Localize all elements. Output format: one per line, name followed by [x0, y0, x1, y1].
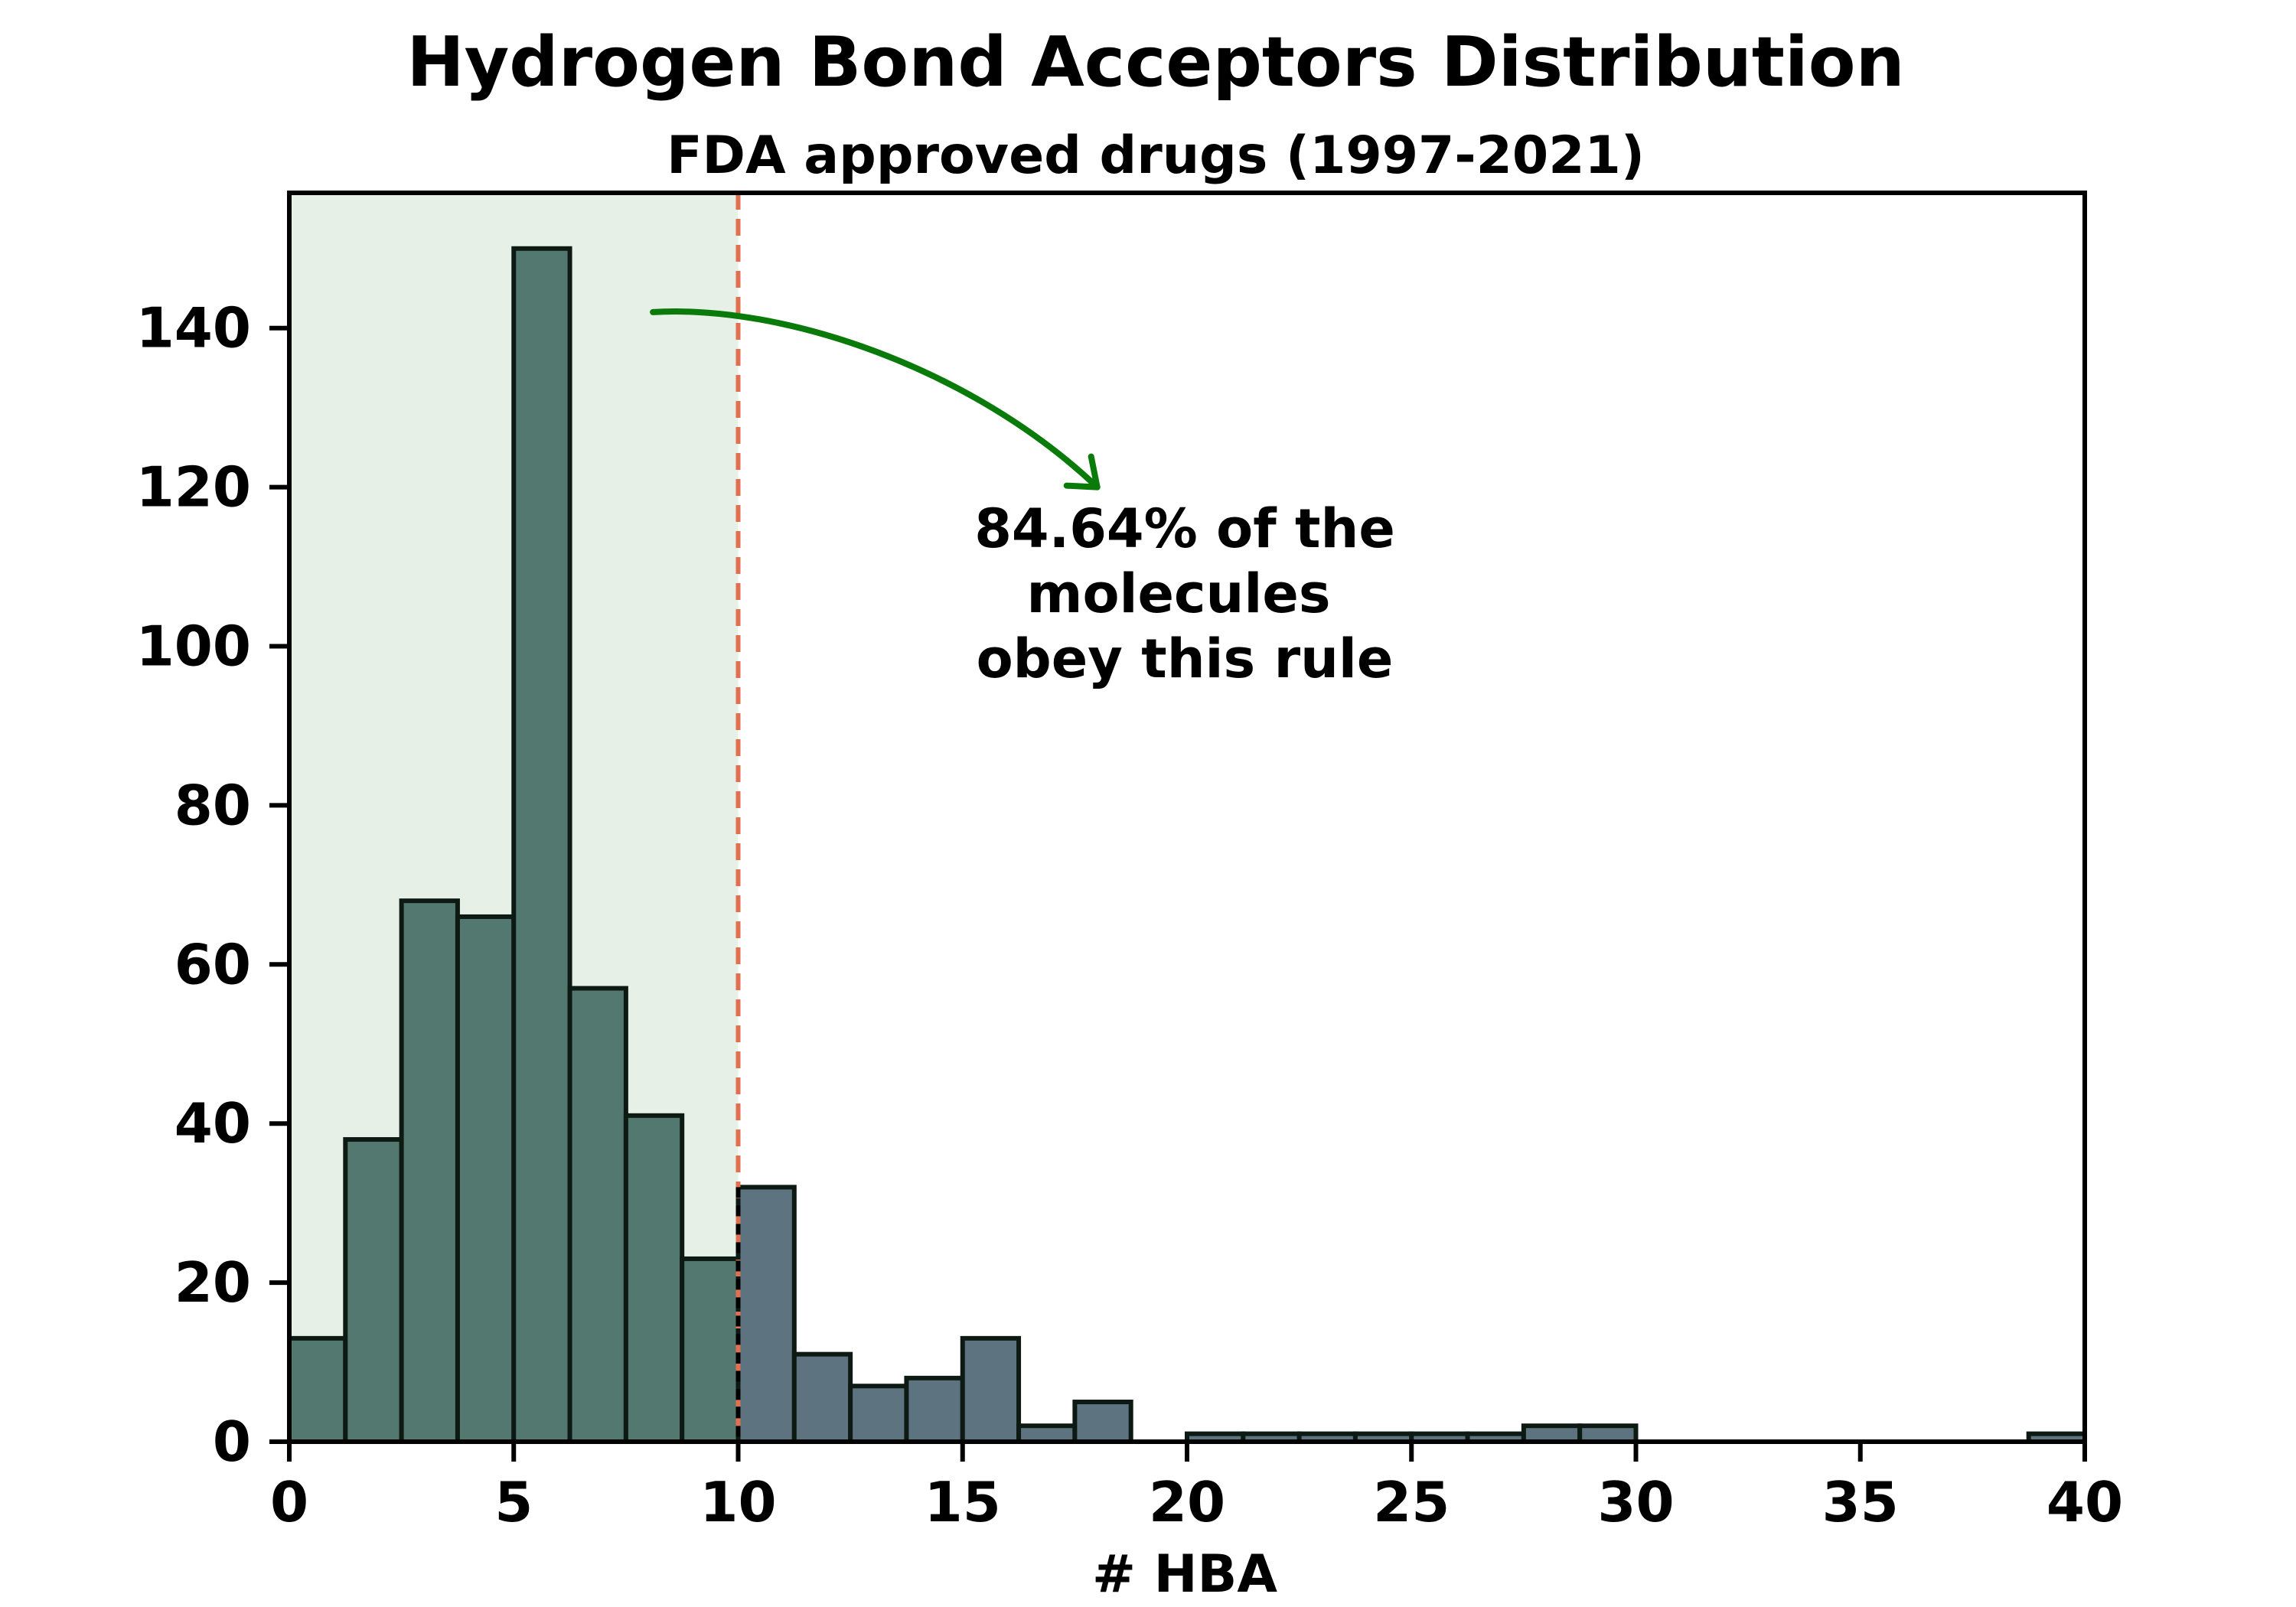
chart-title: Hydrogen Bond Acceptors Distribution: [406, 22, 1904, 103]
y-tick-label: 60: [174, 932, 251, 996]
y-tick-label: 80: [174, 773, 251, 837]
histogram-bar: [623, 1113, 685, 1445]
annotation-line-3: obey this rule: [977, 627, 1394, 690]
histogram-bar: [904, 1375, 965, 1445]
y-tick-label: 40: [174, 1091, 251, 1156]
x-tick-label: 35: [1822, 1470, 1899, 1534]
x-tick-label: 40: [2047, 1470, 2123, 1534]
histogram-bar: [680, 1256, 741, 1445]
histogram-bar: [735, 1185, 797, 1444]
y-tick-label: 0: [213, 1410, 251, 1474]
x-tick-label: 0: [270, 1470, 308, 1534]
histogram-bar: [848, 1384, 909, 1445]
histogram-bar: [399, 898, 460, 1444]
y-tick-label: 140: [136, 296, 251, 360]
x-axis-label: # HBA: [1092, 1544, 1277, 1605]
histogram-bar: [791, 1351, 853, 1444]
annotation-line-2: molecules: [1027, 562, 1331, 625]
histogram-bar: [287, 1335, 348, 1444]
histogram-bar: [567, 986, 628, 1445]
x-tick-label: 15: [925, 1470, 1001, 1534]
histogram-bar: [1016, 1423, 1078, 1445]
histogram-bar: [511, 246, 572, 1445]
chart-subtitle: FDA approved drugs (1997-2021): [667, 125, 1645, 186]
annotation-arrowhead: [1063, 453, 1101, 491]
histogram-bar: [1521, 1423, 1583, 1445]
y-tick-label: 100: [136, 614, 251, 679]
x-axis-ticks: 0 5 10 15 20 25 30 35 40: [270, 1442, 2123, 1534]
histogram-bar: [455, 914, 517, 1444]
histogram-bars: [287, 246, 2087, 1445]
histogram-bar: [960, 1335, 1022, 1444]
histogram-bar: [1577, 1423, 1639, 1445]
x-tick-label: 10: [700, 1470, 776, 1534]
y-axis-ticks: 0 20 40 60 80 100 120 140: [136, 296, 289, 1474]
x-tick-label: 5: [494, 1470, 533, 1534]
histogram-bar: [1072, 1400, 1133, 1445]
histogram-bar: [343, 1136, 404, 1445]
x-tick-label: 25: [1373, 1470, 1450, 1534]
x-tick-label: 20: [1149, 1470, 1225, 1534]
annotation-line-1: 84.64% of the: [974, 497, 1395, 560]
y-tick-label: 20: [174, 1250, 251, 1315]
annotation-arrow: [650, 308, 1101, 491]
x-tick-label: 30: [1597, 1470, 1674, 1534]
y-tick-label: 120: [136, 455, 251, 520]
